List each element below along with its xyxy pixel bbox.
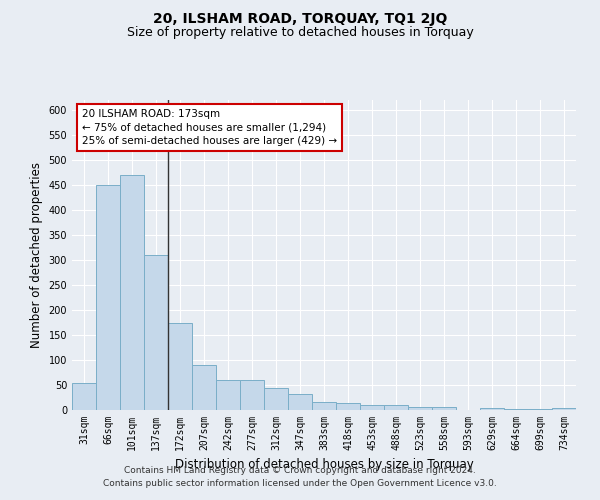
Bar	[360, 405, 384, 410]
Text: 20 ILSHAM ROAD: 173sqm
← 75% of detached houses are smaller (1,294)
25% of semi-: 20 ILSHAM ROAD: 173sqm ← 75% of detached…	[82, 110, 337, 146]
Bar	[384, 405, 408, 410]
Bar	[528, 408, 552, 410]
Bar	[240, 380, 264, 410]
Bar	[168, 322, 192, 410]
Bar	[96, 185, 120, 410]
Text: Contains HM Land Registry data © Crown copyright and database right 2024.
Contai: Contains HM Land Registry data © Crown c…	[103, 466, 497, 487]
Bar	[336, 402, 360, 410]
Text: Size of property relative to detached houses in Torquay: Size of property relative to detached ho…	[127, 26, 473, 39]
Bar	[216, 380, 240, 410]
Bar	[504, 408, 528, 410]
X-axis label: Distribution of detached houses by size in Torquay: Distribution of detached houses by size …	[175, 458, 473, 471]
Bar	[72, 382, 96, 410]
Bar	[264, 388, 288, 410]
Y-axis label: Number of detached properties: Number of detached properties	[30, 162, 43, 348]
Text: 20, ILSHAM ROAD, TORQUAY, TQ1 2JQ: 20, ILSHAM ROAD, TORQUAY, TQ1 2JQ	[153, 12, 447, 26]
Bar	[480, 408, 504, 410]
Bar	[192, 365, 216, 410]
Bar	[120, 175, 144, 410]
Bar	[408, 406, 432, 410]
Bar	[552, 408, 576, 410]
Bar	[144, 255, 168, 410]
Bar	[288, 394, 312, 410]
Bar	[312, 402, 336, 410]
Bar	[432, 406, 456, 410]
